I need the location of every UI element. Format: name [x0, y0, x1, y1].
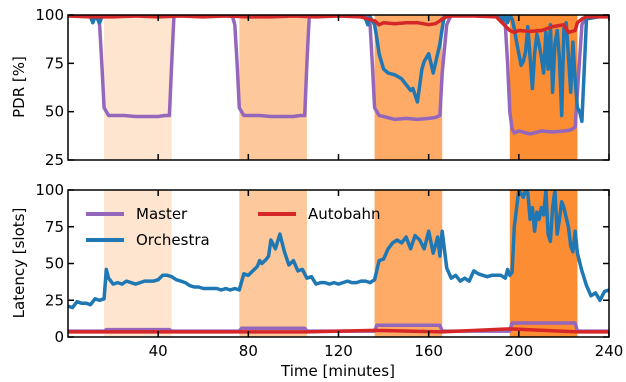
top-series-line-master [68, 15, 609, 136]
top-shaded-interval-1 [104, 15, 172, 160]
bottom-panel-series [68, 190, 609, 334]
legend-label-autobahn: Autobahn [308, 205, 381, 223]
top-shaded-interval-2 [239, 15, 307, 160]
bottom-y-tick-label-25: 25 [45, 291, 64, 309]
top-series-line-orchestra [68, 15, 609, 124]
bottom-panel-axes: 0 25 50 75 100 40 80 120 160 200 240 [35, 181, 623, 360]
top-panel-axes: 25 50 75 100 [35, 6, 610, 169]
bottom-series-line-autobahn [68, 327, 609, 334]
bottom-y-tick-label-50: 50 [45, 255, 64, 273]
bottom-y-tick-label-0: 0 [54, 328, 64, 346]
x-tick-label-80: 80 [239, 342, 258, 360]
legend-label-master: Master [136, 205, 188, 223]
top-series-line-autobahn [68, 15, 609, 35]
top-y-tick-label-25: 25 [45, 151, 64, 169]
x-tick-label-120: 120 [324, 342, 353, 360]
top-panel-series [68, 15, 609, 136]
legend-label-orchestra: Orchestra [136, 231, 210, 249]
legend: Master Orchestra Autobahn [86, 205, 381, 249]
bottom-y-tick-label-75: 75 [45, 218, 64, 236]
bottom-shaded-interval-3 [374, 190, 443, 337]
x-tick-label-40: 40 [149, 342, 168, 360]
top-y-tick-label-100: 100 [35, 6, 64, 24]
x-tick-label-160: 160 [414, 342, 443, 360]
x-axis-label: Time [minutes] [280, 362, 395, 380]
top-y-tick-label-50: 50 [45, 103, 64, 121]
x-tick-label-240: 240 [595, 342, 624, 360]
bottom-y-axis-label: Latency [slots] [10, 208, 28, 319]
top-y-axis-label: PDR [%] [10, 56, 28, 118]
top-y-tick-label-75: 75 [45, 54, 64, 72]
bottom-series-line-orchestra [68, 190, 609, 310]
x-tick-label-200: 200 [505, 342, 534, 360]
bottom-y-tick-label-100: 100 [35, 181, 64, 199]
